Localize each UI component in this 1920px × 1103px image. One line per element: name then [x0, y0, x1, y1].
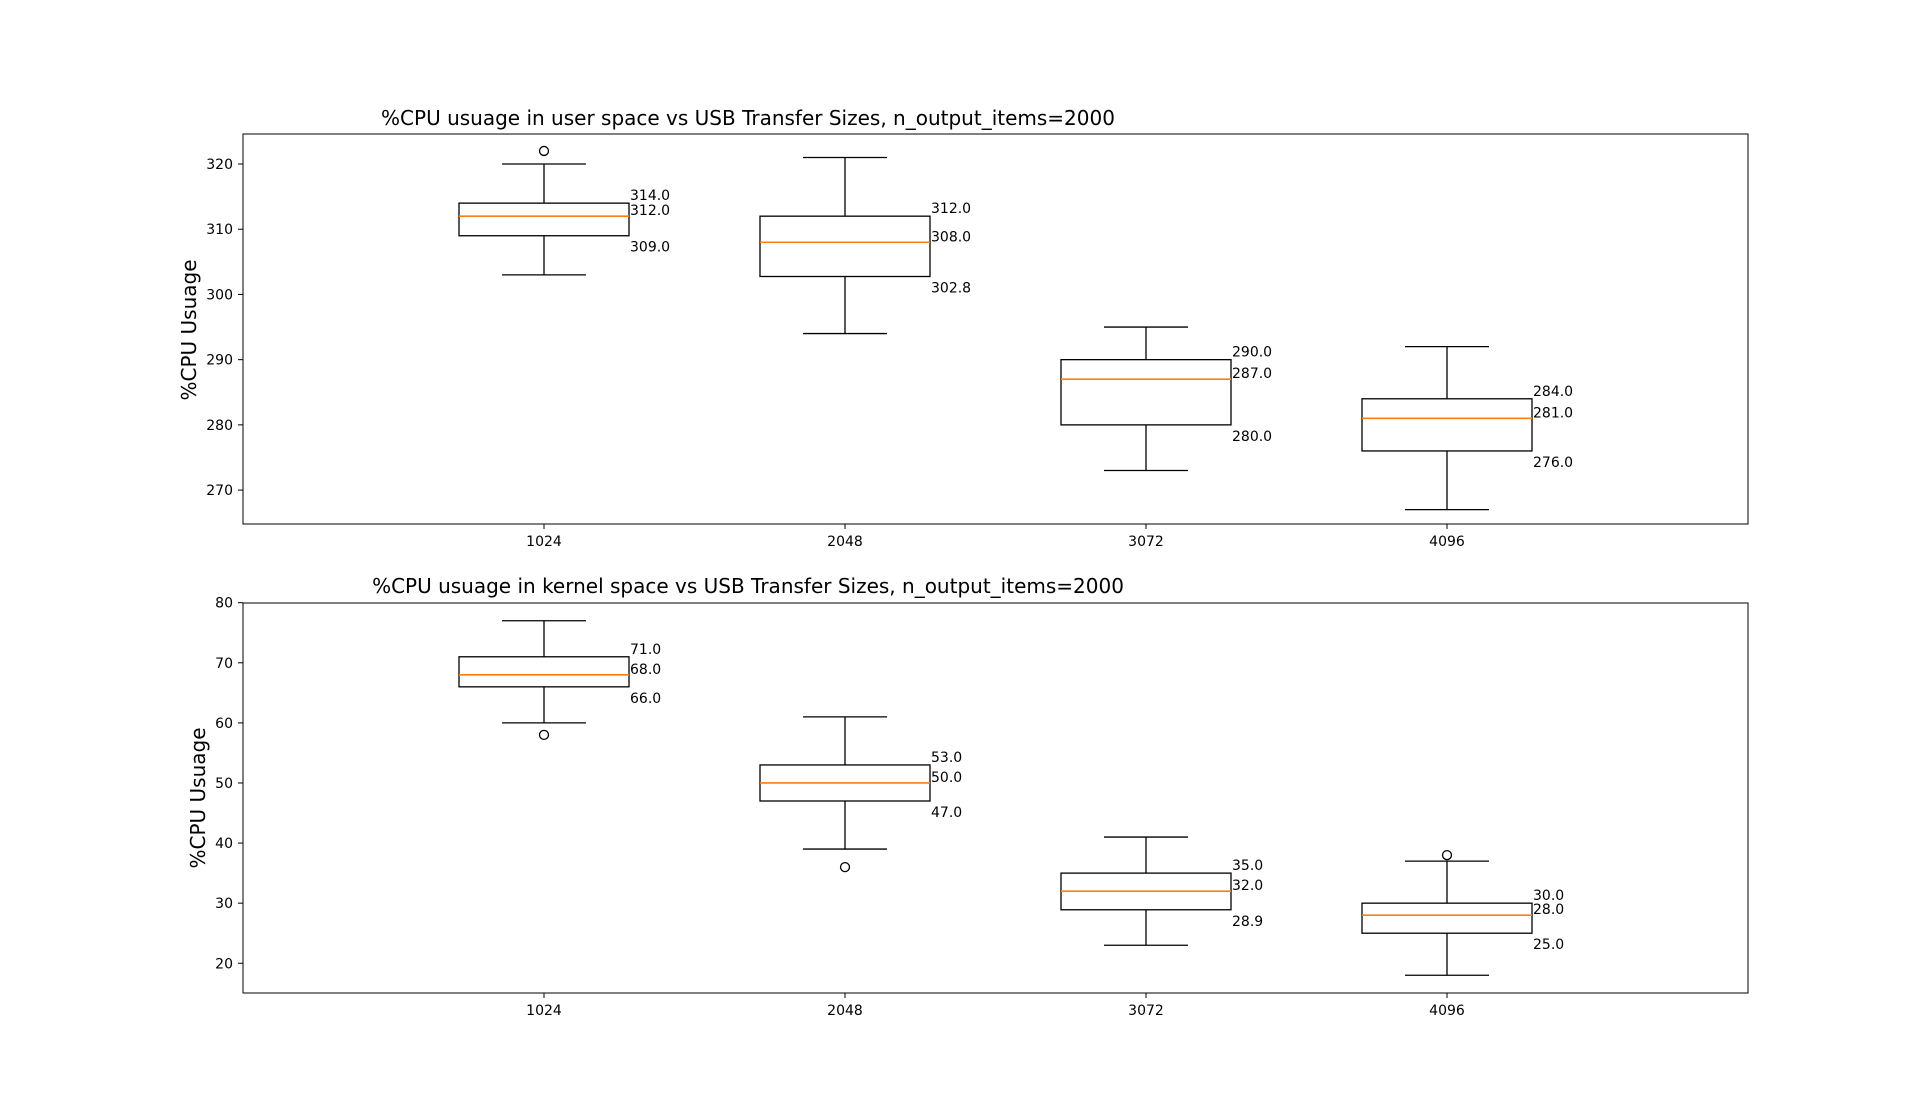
kernel-space-y-tick-label: 70 [215, 656, 233, 672]
user-space-q3-label: 312.0 [931, 201, 971, 217]
kernel-space-x-tick-label: 4096 [1429, 1003, 1465, 1019]
user-space-x-tick-label: 1024 [526, 534, 562, 550]
kernel-space-x-tick-label: 1024 [526, 1003, 562, 1019]
kernel-space-outlier-point [839, 861, 851, 873]
user-space-y-axis-label: %CPU Usuage [177, 259, 201, 400]
user-space-q1-label: 276.0 [1533, 455, 1573, 471]
kernel-space-y-axis-label: %CPU Usuage [186, 727, 210, 868]
user-space-y-tick-label: 320 [206, 157, 233, 173]
user-space-q3-label: 284.0 [1533, 384, 1573, 400]
kernel-space-marks: 20 30 40 50 60 70 80 1024 2048 3072 4096 71.0 68.0 66… [215, 596, 1564, 1019]
kernel-space-median-label: 50.0 [931, 770, 962, 786]
kernel-space-x-tick-label: 2048 [827, 1003, 863, 1019]
user-space-q1-label: 309.0 [630, 240, 670, 256]
user-space-x-tick-label: 2048 [827, 534, 863, 550]
kernel-space-box [458, 656, 630, 688]
user-space-median-label: 281.0 [1533, 405, 1573, 421]
kernel-space-y-tick-label: 80 [215, 596, 233, 612]
user-space-box [1361, 398, 1533, 452]
kernel-space-y-tick-label: 60 [215, 716, 233, 732]
user-space-title: %CPU usuage in user space vs USB Transfe… [381, 106, 1115, 130]
user-space-y-tick-label: 300 [206, 287, 233, 303]
user-space-subplot: %CPU usuage in user space vs USB Transfe… [177, 106, 1749, 550]
kernel-space-y-tick-label: 20 [215, 956, 233, 972]
user-space-q1-label: 302.8 [931, 281, 971, 297]
kernel-space-x-tick-label: 3072 [1128, 1003, 1164, 1019]
kernel-space-subplot: %CPU usuage in kernel space vs USB Trans… [186, 574, 1749, 1019]
kernel-space-q3-label: 30.0 [1533, 888, 1564, 904]
kernel-space-q3-label: 53.0 [931, 750, 962, 766]
kernel-space-q3-label: 71.0 [630, 642, 661, 658]
user-space-q3-label: 314.0 [630, 188, 670, 204]
kernel-space-axes-frame [242, 602, 1749, 994]
kernel-space-title: %CPU usuage in kernel space vs USB Trans… [372, 574, 1124, 598]
kernel-space-outlier-point [1441, 849, 1453, 861]
user-space-y-tick-label: 290 [206, 353, 233, 369]
user-space-box [759, 215, 931, 278]
kernel-space-box [1361, 902, 1533, 934]
user-space-outlier-point [538, 145, 550, 157]
kernel-space-y-tick-label: 50 [215, 776, 233, 792]
kernel-space-q1-label: 47.0 [931, 805, 962, 821]
user-space-q1-label: 280.0 [1232, 429, 1272, 445]
user-space-median-label: 287.0 [1232, 366, 1272, 382]
user-space-y-tick-label: 270 [206, 483, 233, 499]
kernel-space-q1-label: 25.0 [1533, 937, 1564, 953]
user-space-y-tick-label: 310 [206, 222, 233, 238]
user-space-x-tick-label: 3072 [1128, 534, 1164, 550]
kernel-space-median-label: 32.0 [1232, 878, 1263, 894]
kernel-space-y-tick-label: 40 [215, 836, 233, 852]
user-space-box [1060, 359, 1232, 426]
kernel-space-q1-label: 28.9 [1232, 914, 1263, 930]
user-space-box [458, 202, 630, 237]
kernel-space-median-label: 68.0 [630, 662, 661, 678]
user-space-x-tick-label: 4096 [1429, 534, 1465, 550]
user-space-median-label: 308.0 [931, 229, 971, 245]
user-space-q3-label: 290.0 [1232, 345, 1272, 361]
kernel-space-q3-label: 35.0 [1232, 858, 1263, 874]
user-space-axes-frame [242, 133, 1749, 525]
user-space-y-tick-label: 280 [206, 418, 233, 434]
kernel-space-outlier-point [538, 729, 550, 741]
kernel-space-y-tick-label: 30 [215, 896, 233, 912]
kernel-space-median-label: 28.0 [1533, 902, 1564, 918]
kernel-space-q1-label: 66.0 [630, 691, 661, 707]
user-space-median-label: 312.0 [630, 203, 670, 219]
